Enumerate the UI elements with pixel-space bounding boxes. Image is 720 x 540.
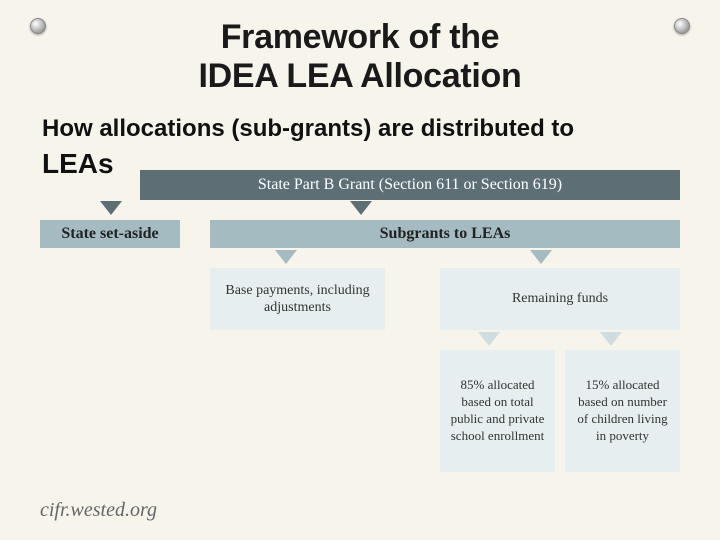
pin-top-right — [674, 18, 690, 34]
arrow-sub-left — [275, 250, 297, 264]
box-alloc-85: 85% allocated based on total public and … — [440, 350, 555, 472]
arrow-sub-right — [530, 250, 552, 264]
arrow-rem-left — [478, 332, 500, 346]
box-state-set-aside: State set-aside — [40, 220, 180, 248]
title-line-2: IDEA LEA Allocation — [199, 57, 522, 95]
slide: Framework of the IDEA LEA Allocation How… — [0, 0, 720, 540]
diagram: State Part B Grant (Section 611 or Secti… — [40, 170, 680, 500]
box-top-bar: State Part B Grant (Section 611 or Secti… — [140, 170, 680, 200]
page-title: Framework of the IDEA LEA Allocation — [40, 18, 680, 96]
source-text: cifr.wested.org — [40, 499, 157, 522]
box-subgrants: Subgrants to LEAs — [210, 220, 680, 248]
box-remaining-funds: Remaining funds — [440, 268, 680, 330]
subhead-text: How allocations (sub-grants) are distrib… — [42, 115, 574, 142]
arrow-top-mid — [350, 201, 372, 215]
arrow-top-left — [100, 201, 122, 215]
title-line-1: Framework of the — [221, 18, 500, 56]
box-alloc-15: 15% allocated based on number of childre… — [565, 350, 680, 472]
pin-top-left — [30, 18, 46, 34]
arrow-rem-right — [600, 332, 622, 346]
box-base-payments: Base payments, including adjustments — [210, 268, 385, 330]
